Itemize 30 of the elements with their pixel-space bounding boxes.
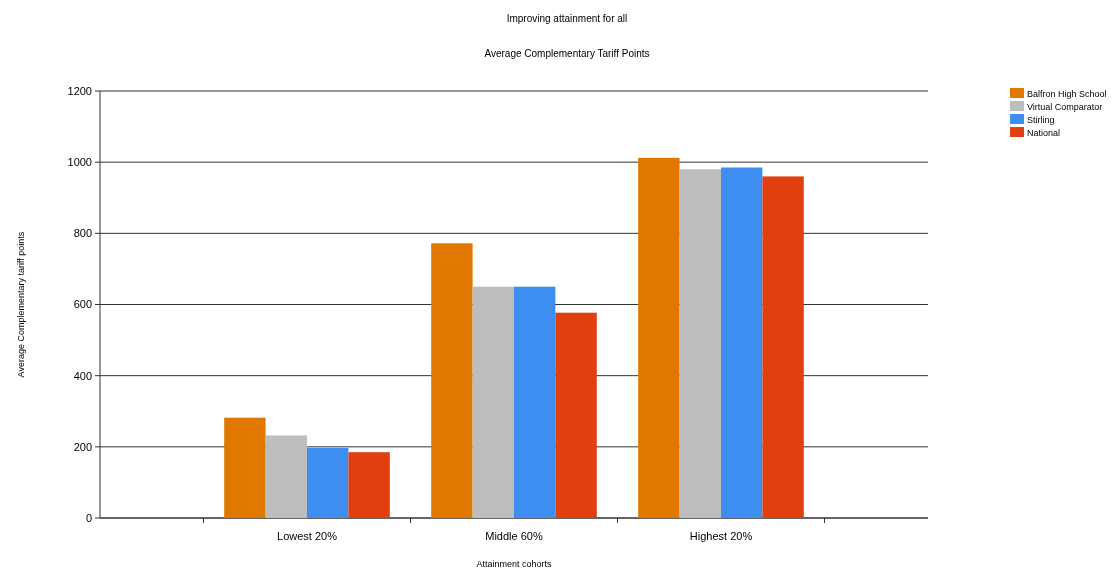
legend-label: Stirling (1027, 115, 1055, 125)
x-tick-label: Middle 60% (485, 530, 543, 542)
legend-label: Virtual Comparator (1027, 102, 1103, 112)
y-tick-label: 400 (73, 369, 92, 382)
bar (265, 435, 307, 518)
x-axis-title: Attainment cohorts (476, 559, 553, 569)
chart-title: Improving attainment for all (506, 13, 628, 24)
bar (555, 312, 597, 518)
legend-label: National (1027, 128, 1061, 138)
chart-subtitle: Average Complementary Tariff Points (484, 48, 650, 59)
bar (472, 286, 514, 518)
y-tick-label: 800 (73, 227, 92, 240)
bar (679, 169, 721, 518)
y-tick-label: 600 (73, 298, 92, 311)
bar (721, 167, 763, 518)
y-tick-label: 0 (85, 511, 92, 524)
legend-label: Balfron High School (1027, 89, 1107, 99)
y-tick-label: 1200 (67, 84, 92, 97)
y-axis-title: Average Complementary tariff points (16, 231, 26, 378)
bar (638, 157, 680, 518)
bar (224, 417, 266, 518)
bar (514, 286, 556, 518)
bar (348, 452, 390, 518)
y-tick-label: 1000 (67, 156, 92, 169)
y-tick-label: 200 (73, 440, 92, 453)
x-tick-label: Lowest 20% (277, 530, 338, 542)
bar (307, 447, 349, 518)
x-tick-label: Highest 20% (689, 530, 753, 542)
bar (431, 243, 473, 518)
bar (762, 176, 804, 518)
